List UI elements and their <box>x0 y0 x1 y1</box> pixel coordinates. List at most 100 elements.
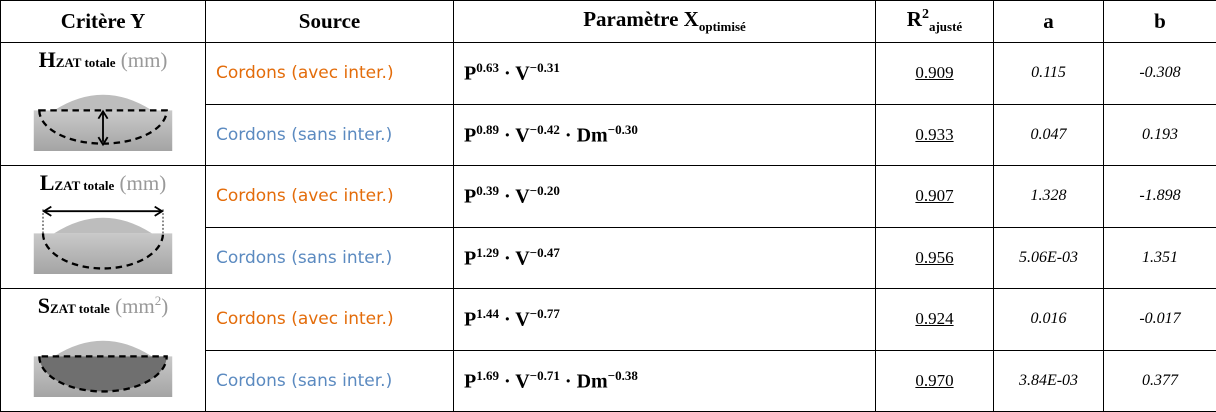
criterion-cell: LZAT totale (mm) <box>0 165 206 289</box>
formula-term-sup: −0.20 <box>529 183 560 199</box>
header-a: a <box>993 0 1104 43</box>
header-param: Paramètre Xoptimisé <box>453 0 876 43</box>
criterion-letter: L <box>39 170 55 195</box>
formula-term: P <box>464 63 477 86</box>
table-row: HZAT totale (mm) Cordons (avec inter.) P0… <box>0 42 1216 166</box>
source-cell: Cordons (sans inter.) <box>205 349 454 412</box>
source-cell: Cordons (sans inter.) <box>205 103 454 166</box>
b-cell: 0.193 <box>1103 103 1216 166</box>
a-cell: 3.84E-03 <box>993 349 1104 412</box>
formula-term-sup: 0.39 <box>476 183 499 199</box>
formula-term: · V <box>498 63 530 86</box>
criterion-sub: ZAT totale <box>54 178 115 193</box>
r2-cell: 0.933 <box>875 103 994 166</box>
formula-term: P <box>464 370 477 393</box>
criterion-unit: (mm) <box>121 48 168 72</box>
formula-term-sup: −0.30 <box>607 121 638 137</box>
criterion-cell: HZAT totale (mm) <box>0 42 206 166</box>
criterion-sub: ZAT totale <box>55 55 116 70</box>
header-sup: 2 <box>921 7 929 23</box>
formula-term-sup: −0.77 <box>529 306 560 322</box>
header-sub: ajusté <box>928 19 963 35</box>
source-cell: Cordons (sans inter.) <box>205 226 454 289</box>
weld-illustration <box>33 205 173 274</box>
source-cell: Cordons (avec inter.) <box>205 165 454 228</box>
table-body: HZAT totale (mm) Cordons (avec inter.) P0… <box>0 42 1216 412</box>
b-cell: 1.351 <box>1103 226 1216 289</box>
b-cell: -1.898 <box>1103 165 1216 228</box>
formula-term: · V <box>498 124 530 147</box>
unit: (mm) <box>120 48 168 72</box>
formula-term: · Dm <box>559 370 608 393</box>
unit: ) <box>161 294 169 318</box>
formula-term: P <box>464 247 477 270</box>
criterion-unit: (mm) <box>120 171 167 195</box>
header-row: Critère Y Source Paramètre Xoptimisé R2a… <box>0 0 1216 43</box>
formula-term-sup: 0.63 <box>476 60 499 76</box>
criterion-letter: S <box>37 293 50 318</box>
formula-cell: P1.69 · V−0.71 · Dm−0.38 <box>453 349 876 412</box>
b-cell: -0.017 <box>1103 288 1216 351</box>
formula-cell: P1.29 · V−0.47 <box>453 226 876 289</box>
header-criterion: Critère Y <box>0 0 206 43</box>
criterion-label: SZAT totale (mm2) <box>5 293 201 319</box>
header-b: b <box>1103 0 1216 43</box>
r2-cell: 0.970 <box>875 349 994 412</box>
header-sub: optimisé <box>698 19 746 35</box>
formula-term: · V <box>498 186 530 209</box>
r2-cell: 0.909 <box>875 42 994 105</box>
criterion-label: LZAT totale (mm) <box>5 170 201 196</box>
a-cell: 5.06E-03 <box>993 226 1104 289</box>
formula-term-sup: 1.69 <box>476 367 499 383</box>
criterion-sub: ZAT totale <box>50 301 110 316</box>
formula-term-sup: 0.89 <box>476 121 499 137</box>
a-cell: 0.047 <box>993 103 1104 166</box>
r2-cell: 0.907 <box>875 165 994 228</box>
weld-illustration <box>33 94 173 151</box>
table-row: SZAT totale (mm2) Cordons (avec inter.) P… <box>0 288 1216 412</box>
table-row: LZAT totale (mm) Cordons (avec inter.) P0… <box>0 165 1216 289</box>
r2-cell: 0.956 <box>875 226 994 289</box>
a-cell: 0.115 <box>993 42 1104 105</box>
formula-term: · V <box>498 370 530 393</box>
formula-term-sup: −0.71 <box>529 367 560 383</box>
formula-cell: P0.89 · V−0.42 · Dm−0.30 <box>453 103 876 166</box>
criterion-unit: (mm2) <box>115 293 169 318</box>
formula-term-sup: −0.42 <box>529 121 560 137</box>
formula-term: · V <box>498 309 530 332</box>
table-row: Cordons (sans inter.) P0.89 · V−0.42 · Dm… <box>1 103 1216 166</box>
a-cell: 0.016 <box>993 288 1104 351</box>
formula-term-sup: 1.44 <box>476 306 499 322</box>
formula-term: P <box>464 124 477 147</box>
source-cell: Cordons (avec inter.) <box>205 42 454 105</box>
header-r2: R2ajusté <box>875 0 994 43</box>
formula-term: P <box>464 309 477 332</box>
unit: (mm <box>115 294 155 318</box>
weld-illustration <box>33 340 173 397</box>
r2-cell: 0.924 <box>875 288 994 351</box>
criterion-cell: SZAT totale (mm2) <box>0 288 206 412</box>
criterion-letter: H <box>38 47 56 72</box>
formula-cell: P0.63 · V−0.31 <box>453 42 876 105</box>
unit-sup: 2 <box>154 293 162 308</box>
formula-term-sup: 1.29 <box>476 244 499 260</box>
formula-term: · V <box>498 247 530 270</box>
formula-term-sup: −0.38 <box>607 367 638 383</box>
header-text: Paramètre X <box>583 7 699 32</box>
formula-term-sup: −0.47 <box>529 244 560 260</box>
header-text: R <box>906 7 922 32</box>
table-row: Cordons (sans inter.) P1.29 · V−0.47 0.956… <box>1 226 1216 289</box>
unit: (mm) <box>119 171 167 195</box>
formula-cell: P1.44 · V−0.77 <box>453 288 876 351</box>
formula-cell: P0.39 · V−0.20 <box>453 165 876 228</box>
b-cell: -0.308 <box>1103 42 1216 105</box>
source-cell: Cordons (avec inter.) <box>205 288 454 351</box>
formula-term: · Dm <box>559 124 608 147</box>
table-row: Cordons (sans inter.) P1.69 · V−0.71 · Dm… <box>1 349 1216 412</box>
formula-term: P <box>464 186 477 209</box>
header-source: Source <box>205 0 454 43</box>
criterion-label: HZAT totale (mm) <box>5 47 201 73</box>
b-cell: 0.377 <box>1103 349 1216 412</box>
